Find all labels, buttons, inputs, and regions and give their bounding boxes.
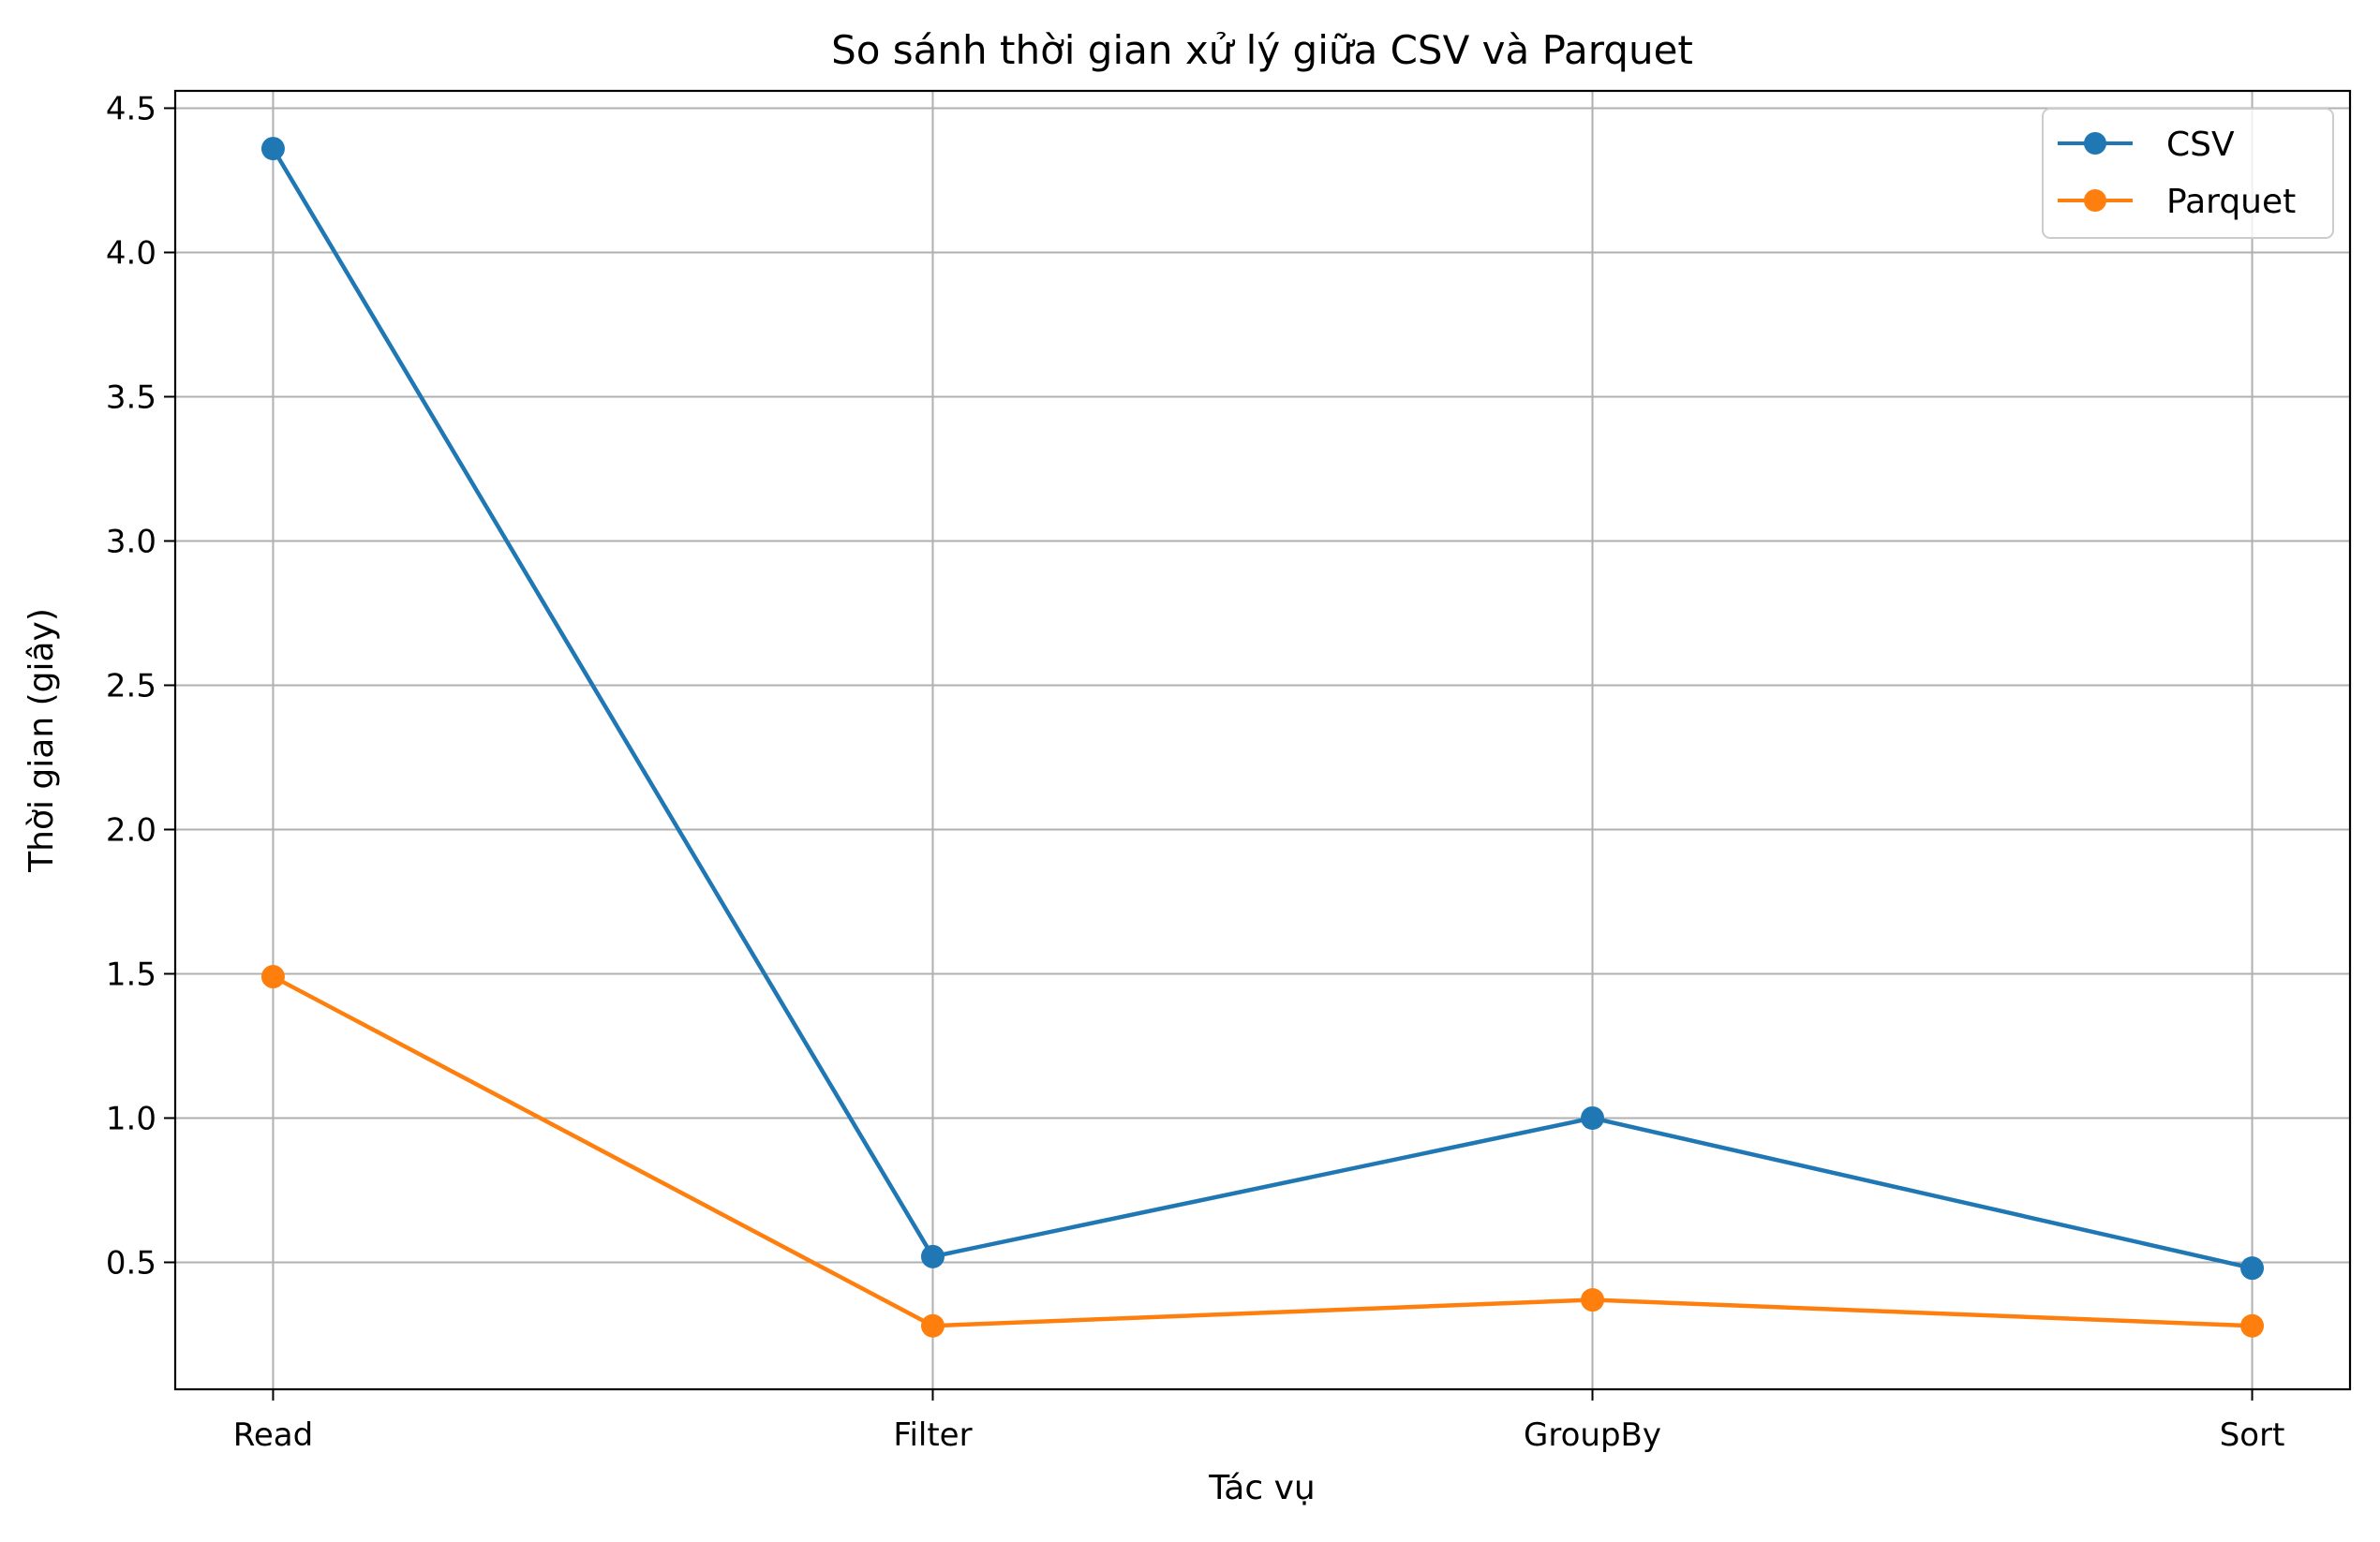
legend: CSV Parquet <box>2042 108 2334 239</box>
x-tick-label-sort: Sort <box>2220 1416 2285 1454</box>
legend-marker-csv <box>2084 132 2106 155</box>
x-tick-label-filter: Filter <box>893 1416 972 1454</box>
legend-item-csv: CSV <box>2058 126 2235 164</box>
point-csv-filter <box>920 1244 945 1268</box>
series-line-csv <box>271 147 2254 1270</box>
y-tick-label: 2.0 <box>106 811 156 849</box>
x-tick-label-groupby: GroupBy <box>1524 1416 1661 1454</box>
plot-frame <box>173 89 2352 1391</box>
legend-item-parquet: Parquet <box>2058 183 2296 221</box>
y-tick-label: 1.5 <box>106 956 156 993</box>
point-parquet-filter <box>920 1313 945 1338</box>
y-tick-label: 3.5 <box>106 378 156 416</box>
x-axis-ticks: Read Filter GroupBy Sort <box>233 1389 2285 1454</box>
y-tick-label: 3.0 <box>106 523 156 560</box>
y-tick-label: 0.5 <box>106 1244 156 1282</box>
y-axis-ticks: 0.5 1.0 1.5 2.0 2.5 3.0 3.5 4.0 4.5 <box>106 90 175 1282</box>
x-tick-label-read: Read <box>233 1416 313 1454</box>
y-tick-label: 4.0 <box>106 234 156 272</box>
point-parquet-groupby <box>1581 1288 1605 1312</box>
legend-label-parquet: Parquet <box>2166 183 2296 221</box>
legend-frame <box>2042 108 2334 239</box>
point-csv-sort <box>2240 1256 2265 1281</box>
series-markers <box>260 137 2265 1338</box>
series-lines <box>271 147 2254 1328</box>
y-tick-label: 4.5 <box>106 90 156 127</box>
chart-title: So sánh thời gian xử lý giữa CSV và Parq… <box>831 27 1693 73</box>
series-line-parquet <box>272 974 2253 1328</box>
x-axis-label: Tác vụ <box>1208 1469 1315 1507</box>
legend-marker-parquet <box>2084 189 2106 212</box>
point-parquet-read <box>260 965 285 989</box>
y-axis-label: Thời gian (giây) <box>22 608 61 873</box>
point-parquet-sort <box>2240 1313 2265 1338</box>
point-csv-groupby <box>1581 1105 1605 1130</box>
point-csv-read <box>260 137 285 161</box>
legend-label-csv: CSV <box>2166 126 2235 164</box>
y-tick-label: 2.5 <box>106 667 156 704</box>
y-tick-label: 1.0 <box>106 1100 156 1137</box>
